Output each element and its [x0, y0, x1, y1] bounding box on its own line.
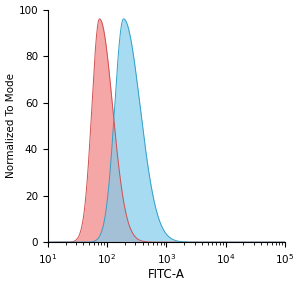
Y-axis label: Normalized To Mode: Normalized To Mode [6, 73, 16, 178]
X-axis label: FITC-A: FITC-A [148, 268, 185, 282]
